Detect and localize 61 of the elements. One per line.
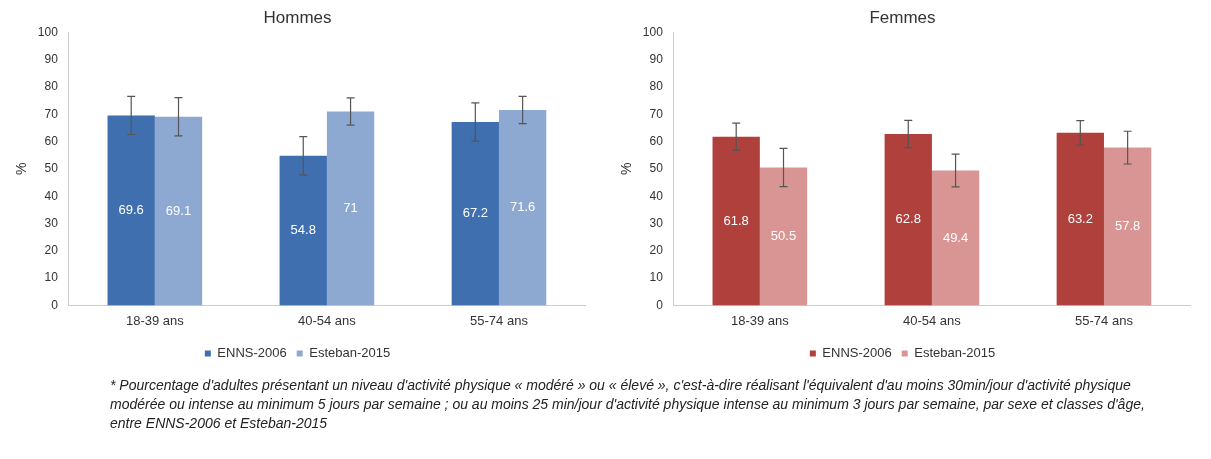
y-tick-label: 90 [44, 52, 59, 67]
y-tick-label: 20 [44, 243, 59, 258]
x-tick-label: 18-39 ans [125, 312, 185, 328]
bar [326, 111, 375, 306]
y-tick-label: 10 [44, 270, 59, 285]
data-label: 71 [343, 200, 358, 216]
legend-label: ENNS-2006 [822, 345, 892, 361]
data-label: 67.2 [462, 205, 488, 221]
y-tick-label: 90 [649, 52, 664, 67]
bar [931, 170, 980, 306]
y-tick-label: 30 [649, 215, 664, 230]
y-tick-label: 50 [649, 161, 664, 176]
x-tick-label: 40-54 ans [903, 312, 962, 328]
chart-title: Hommes [263, 7, 332, 27]
legend-label: ENNS-2006 [217, 345, 287, 361]
x-tick-label: 55-74 ans [470, 312, 529, 328]
bar [759, 167, 808, 306]
data-label: 50.5 [770, 228, 797, 244]
y-tick-label: 70 [649, 106, 664, 121]
y-tick-label: 60 [44, 133, 59, 148]
data-label: 49.4 [942, 229, 969, 245]
chart-title: Femmes [869, 7, 936, 27]
bar [884, 133, 932, 306]
y-tick-label: 30 [44, 215, 59, 230]
data-label: 61.8 [723, 212, 749, 228]
x-tick-label: 18-39 ans [730, 312, 790, 328]
y-axis-title: % [618, 162, 635, 176]
data-label: 54.8 [290, 222, 316, 238]
x-tick-label: 55-74 ans [1075, 312, 1134, 328]
bar [498, 109, 547, 306]
y-tick-label: 100 [642, 24, 664, 39]
y-tick-label: 0 [51, 297, 59, 312]
bar [279, 155, 327, 306]
y-axis-title: % [13, 162, 30, 176]
y-tick-label: 50 [44, 161, 59, 176]
y-tick-label: 10 [649, 270, 664, 285]
bar [1056, 132, 1104, 306]
y-tick-label: 100 [37, 24, 59, 39]
bar [107, 115, 155, 306]
data-label: 71.6 [509, 199, 536, 215]
data-label: 63.2 [1067, 210, 1093, 226]
y-tick-label: 70 [44, 106, 59, 121]
y-tick-label: 60 [649, 133, 664, 148]
data-label: 57.8 [1114, 218, 1141, 234]
data-label: 69.1 [165, 202, 192, 218]
data-label: 62.8 [895, 211, 921, 227]
bar [712, 136, 760, 306]
y-tick-label: 40 [44, 188, 59, 203]
legend-label: Esteban-2015 [914, 345, 996, 361]
y-tick-label: 20 [649, 243, 664, 258]
bar [451, 121, 499, 306]
data-label: 69.6 [118, 201, 144, 217]
y-tick-label: 80 [649, 79, 664, 94]
legend-label: Esteban-2015 [309, 345, 391, 361]
y-tick-label: 40 [649, 188, 664, 203]
y-tick-label: 80 [44, 79, 59, 94]
bar [1103, 147, 1152, 306]
x-tick-label: 40-54 ans [298, 312, 357, 328]
text: * Pourcentage d'adultes présentant un niveau d'activité physique « modéré » ou « élevé », c'est-à-dire réalisant l'équivalent d'au moins 30min/jour d'activité physique modérée ou intense au minimum 5 jours par semaine ; ou au moins 25 min/jour d'activité physique intense au minimum 3 jours par semaine, par sexe et classes d'âge, entre ENNS-2006 et Esteban-2015 [110, 376, 1146, 433]
bar [154, 116, 203, 306]
y-tick-label: 0 [656, 297, 664, 312]
